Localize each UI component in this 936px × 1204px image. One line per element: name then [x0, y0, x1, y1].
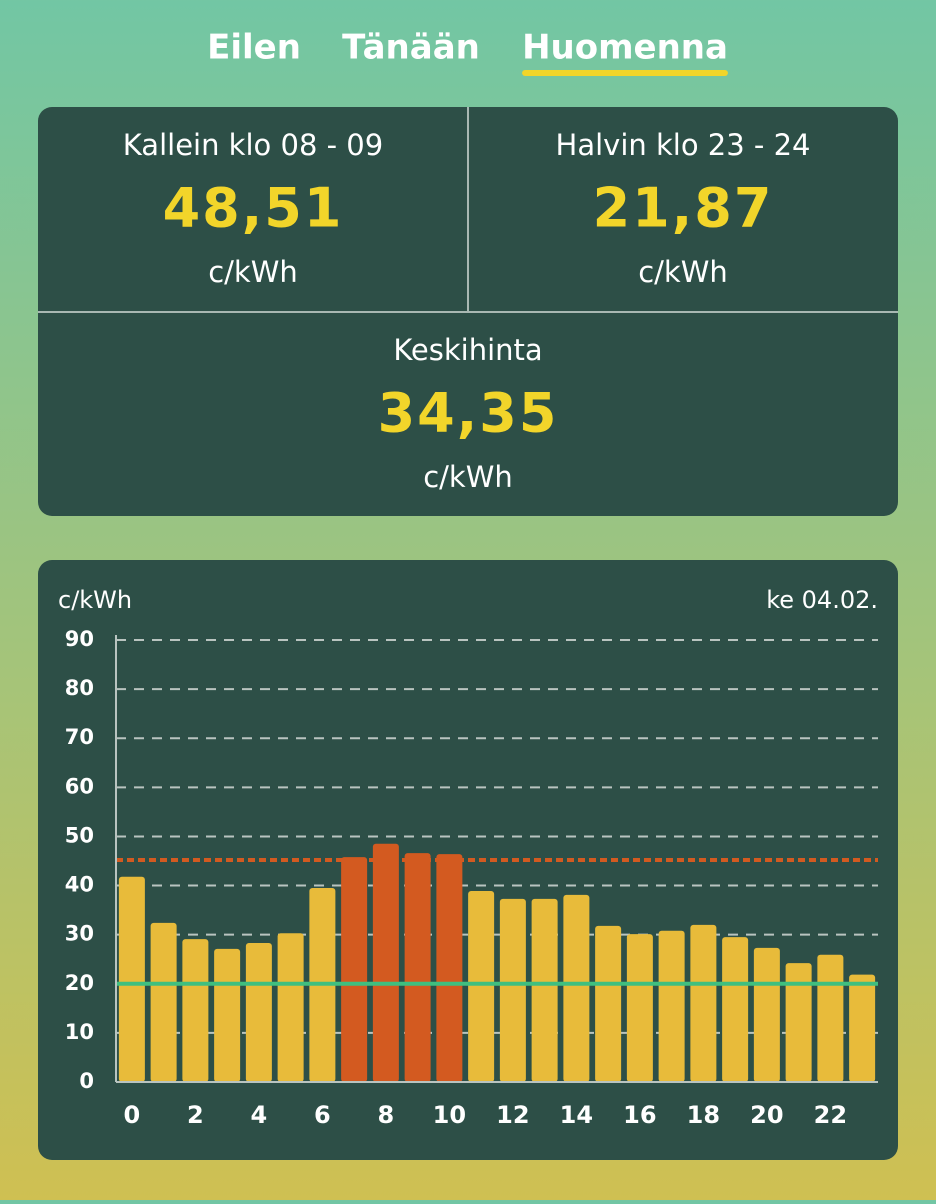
bar [595, 925, 622, 1082]
active-tab-underline [522, 70, 728, 76]
x-tick-label: 20 [750, 1101, 783, 1129]
y-tick-label: 80 [65, 676, 94, 700]
tab[interactable]: Eilen [207, 28, 301, 68]
bar [245, 943, 272, 1082]
tab[interactable]: Huomenna [522, 28, 728, 68]
bar [626, 934, 653, 1082]
x-tick-label: 0 [124, 1101, 141, 1129]
bar [849, 974, 876, 1082]
bar [118, 876, 145, 1082]
bar [468, 890, 495, 1082]
bar [182, 939, 209, 1082]
chart-date: ke 04.02. [766, 586, 878, 614]
bar [690, 924, 717, 1082]
label: Kallein klo 08 - 09 [123, 128, 383, 162]
bar [753, 947, 780, 1082]
y-tick-label: 90 [65, 627, 94, 651]
y-axis-label: c/kWh [58, 586, 132, 614]
y-tick-label: 0 [79, 1069, 94, 1093]
x-tick-label: 4 [251, 1101, 268, 1129]
unit: c/kWh [638, 255, 728, 289]
x-tick-label: 14 [560, 1101, 593, 1129]
bar [563, 894, 590, 1082]
unit: c/kWh [208, 255, 298, 289]
bar [817, 954, 844, 1082]
x-tick-label: 2 [187, 1101, 204, 1129]
label: Keskihinta [393, 333, 542, 367]
bar [372, 843, 399, 1082]
plot: 0 10 20 30 40 50 60 70 80 90 0 2 4 6 8 10 12 14 16 18 20 22 [65, 627, 878, 1129]
x-tick-label: 16 [623, 1101, 656, 1129]
x-tick-label: 12 [496, 1101, 529, 1129]
price: 34,35 [378, 382, 559, 445]
y-tick-label: 60 [65, 774, 94, 798]
y-tick-label: 20 [65, 971, 94, 995]
bar [214, 948, 241, 1082]
bar [658, 930, 685, 1082]
tab[interactable]: Tänään [342, 28, 480, 68]
bar [499, 898, 526, 1082]
x-tick-label: 10 [433, 1101, 466, 1129]
bar [436, 854, 463, 1082]
label: Halvin klo 23 - 24 [556, 128, 811, 162]
tabs: Eilen Tänään Huomenna [207, 28, 728, 68]
bar [722, 937, 749, 1082]
bar [785, 963, 812, 1082]
bar [531, 898, 558, 1082]
bar [150, 922, 177, 1082]
x-tick-label: 8 [378, 1101, 395, 1129]
bar [404, 853, 431, 1082]
bar [341, 857, 368, 1082]
y-tick-label: 10 [65, 1020, 94, 1044]
y-tick-label: 70 [65, 725, 94, 749]
x-tick-label: 18 [687, 1101, 720, 1129]
y-tick-label: 40 [65, 873, 94, 897]
unit: c/kWh [423, 460, 513, 494]
price: 48,51 [163, 177, 344, 240]
price: 21,87 [593, 177, 774, 240]
bar [277, 933, 304, 1082]
x-tick-label: 22 [814, 1101, 847, 1129]
x-tick-label: 6 [314, 1101, 331, 1129]
y-tick-label: 50 [65, 823, 94, 847]
y-tick-label: 30 [65, 922, 94, 946]
